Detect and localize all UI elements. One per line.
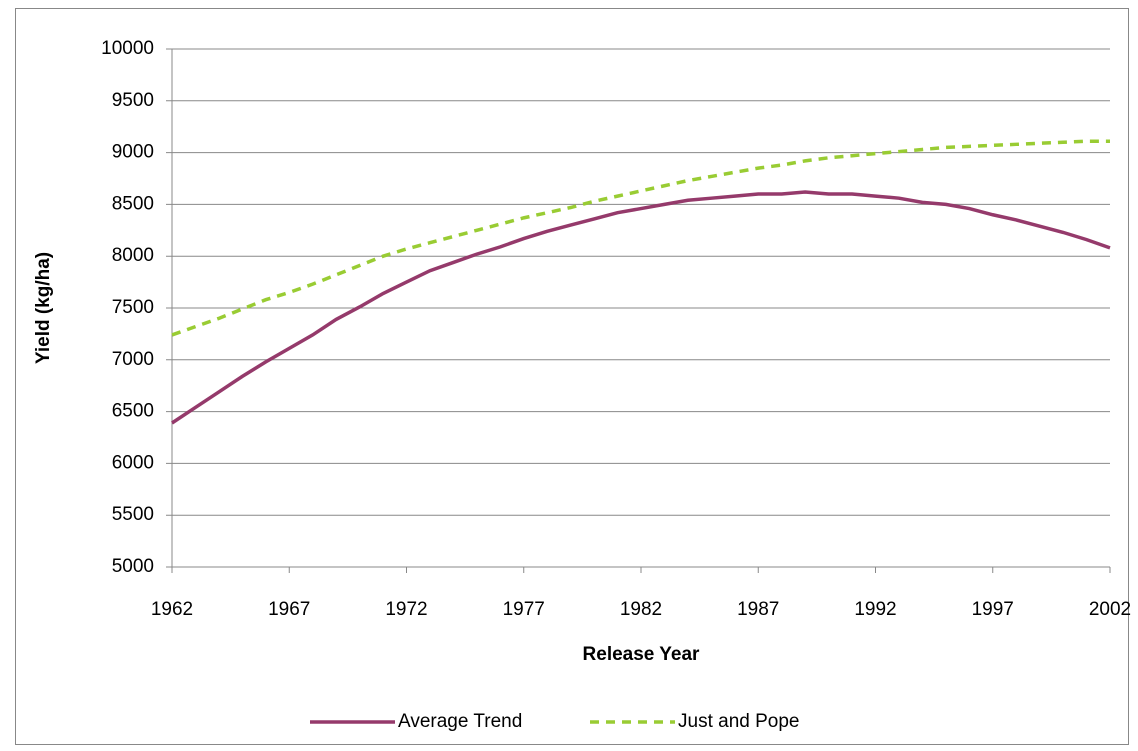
y-tick-label: 7000	[112, 349, 154, 370]
x-tick-label: 2002	[1089, 599, 1131, 620]
y-tick-label: 6000	[112, 452, 154, 473]
x-tick-label: 1982	[620, 599, 662, 620]
x-tick-label: 1977	[503, 599, 545, 620]
series-line	[171, 190, 1111, 425]
x-tick-label: 1997	[972, 599, 1014, 620]
x-axis-label: Release Year	[583, 644, 701, 665]
y-tick-label: 6500	[112, 401, 154, 422]
y-tick-label: 10000	[101, 38, 154, 59]
y-tick-label: 5500	[112, 504, 154, 525]
y-tick-label: 9000	[112, 142, 154, 163]
y-tick-label: 8500	[112, 193, 154, 214]
legend-label: Average Trend	[398, 711, 522, 732]
x-tick-label: 1967	[268, 599, 310, 620]
x-tick-label: 1987	[737, 599, 779, 620]
legend-label: Just and Pope	[678, 711, 799, 732]
y-axis-label: Yield (kg/ha)	[33, 252, 54, 364]
x-tick-label: 1992	[854, 599, 896, 620]
series-line	[171, 139, 1110, 337]
y-tick-label: 9500	[112, 90, 154, 111]
x-tick-label: 1972	[385, 599, 427, 620]
y-tick-label: 7500	[112, 297, 154, 318]
chart-frame	[15, 8, 1129, 745]
y-tick-label: 5000	[112, 556, 154, 577]
x-tick-label: 1962	[151, 599, 193, 620]
y-tick-label: 8000	[112, 245, 154, 266]
